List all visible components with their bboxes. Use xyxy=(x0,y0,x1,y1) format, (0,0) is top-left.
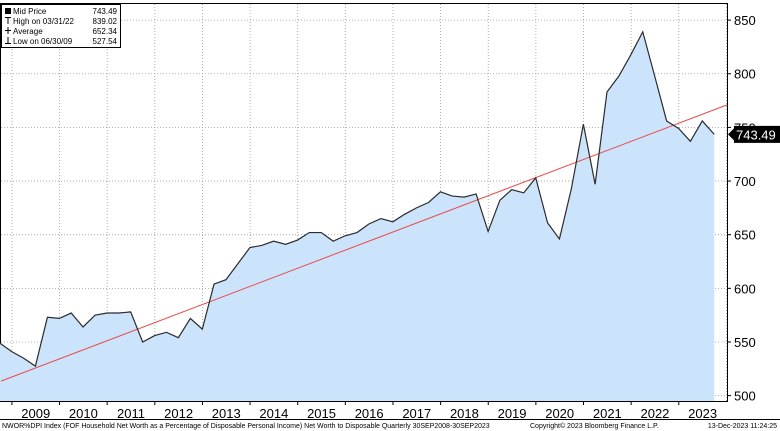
x-tick-label-2022: 2022 xyxy=(640,406,669,421)
x-tick-label-2019: 2019 xyxy=(498,406,527,421)
y-tick-label-650: 650 xyxy=(734,228,756,243)
last-value-box xyxy=(734,125,780,143)
legend-value-3: 527.54 xyxy=(93,37,118,46)
legend-value-0: 743.49 xyxy=(93,7,118,16)
legend-average-icon xyxy=(5,27,11,34)
x-tick-label-2014: 2014 xyxy=(259,406,288,421)
x-tick-label-2023: 2023 xyxy=(688,406,717,421)
last-value-marker: 743.49 xyxy=(728,125,780,143)
x-tick-label-2010: 2010 xyxy=(69,406,98,421)
legend-value-1: 839.02 xyxy=(93,17,118,26)
legend-label-2: Average xyxy=(13,27,43,36)
area-series xyxy=(0,31,715,401)
y-tick-label-700: 700 xyxy=(734,174,756,189)
x-tick-label-2020: 2020 xyxy=(545,406,574,421)
y-tick-label-500: 500 xyxy=(734,389,756,404)
x-tick-label-2009: 2009 xyxy=(21,406,50,421)
x-tick-label-2012: 2012 xyxy=(164,406,193,421)
footer-timestamp: 13-Dec-2023 11:24:25 xyxy=(708,423,777,430)
x-axis: 2009 2010 2011 2012 2013 2014 2015 2016 2017 2018… xyxy=(11,401,717,421)
x-tick-label-2013: 2013 xyxy=(212,406,241,421)
y-tick-label-600: 600 xyxy=(734,281,756,296)
x-tick-label-2021: 2021 xyxy=(593,406,622,421)
area-fill xyxy=(0,31,715,401)
legend-low-icon xyxy=(5,37,11,44)
legend-label-1: High on 03/31/22 xyxy=(13,17,74,26)
legend-value-2: 652.34 xyxy=(93,27,118,36)
legend-swatch-mid-price xyxy=(5,8,11,14)
legend-label-3: Low on 06/30/09 xyxy=(13,37,73,46)
y-tick-label-550: 550 xyxy=(734,335,756,350)
trend-series-line xyxy=(0,104,728,382)
x-tick-label-2016: 2016 xyxy=(355,406,384,421)
legend: Mid Price 743.49 High on 03/31/22 839.02… xyxy=(1,4,121,48)
x-tick-label-2018: 2018 xyxy=(450,406,479,421)
legend-high-icon xyxy=(5,17,11,24)
y-tick-label-800: 800 xyxy=(734,67,756,82)
last-value-arrow xyxy=(728,128,734,141)
x-tick-label-2015: 2015 xyxy=(307,406,336,421)
y-tick-label-850: 850 xyxy=(734,13,756,28)
plot-frame xyxy=(0,3,728,402)
x-tick-label-2011: 2011 xyxy=(117,406,145,421)
price-series-line xyxy=(0,30,715,368)
legend-label-0: Mid Price xyxy=(13,7,47,16)
footer-description: NWOR%DPI Index (FOF Household Net Worth … xyxy=(2,423,490,430)
legend-box xyxy=(1,4,121,48)
footer-copyright: Copyright© 2023 Bloomberg Finance L.P. xyxy=(530,422,659,430)
last-value-label: 743.49 xyxy=(736,127,776,142)
price-line xyxy=(0,30,715,368)
x-tick-label-2017: 2017 xyxy=(402,406,431,421)
trend-line xyxy=(0,104,728,382)
